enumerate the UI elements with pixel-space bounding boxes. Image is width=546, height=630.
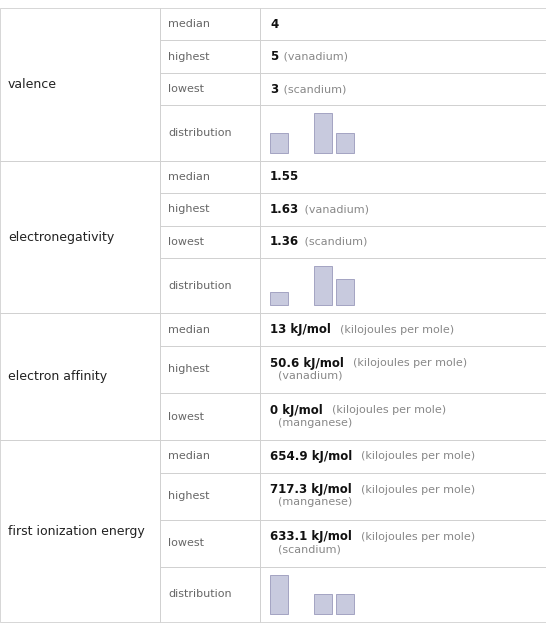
Bar (260, 73, 546, 105)
Bar (0, 8, 160, 161)
Text: (kilojoules per mole): (kilojoules per mole) (346, 358, 467, 368)
Bar (0, 440, 160, 622)
Bar (314, 266, 332, 306)
Bar (160, 393, 260, 440)
Text: 717.3 kJ/mol: 717.3 kJ/mol (270, 483, 352, 496)
Text: (scandium): (scandium) (280, 84, 347, 94)
Bar (260, 520, 546, 567)
Text: 0 kJ/mol: 0 kJ/mol (270, 404, 323, 416)
Text: distribution: distribution (168, 128, 232, 138)
Text: 1.36: 1.36 (270, 236, 299, 248)
Bar (160, 193, 260, 226)
Text: median: median (168, 324, 210, 335)
Bar (160, 520, 260, 567)
Text: (manganese): (manganese) (278, 498, 352, 508)
Bar (260, 226, 546, 258)
Bar (260, 346, 546, 393)
Bar (160, 40, 260, 73)
Text: 4: 4 (270, 18, 278, 31)
Text: (kilojoules per mole): (kilojoules per mole) (354, 484, 475, 495)
Bar (314, 113, 332, 152)
Bar (314, 594, 332, 614)
Bar (270, 133, 288, 152)
Bar (160, 567, 260, 622)
Text: (vanadium): (vanadium) (301, 204, 369, 214)
Text: highest: highest (168, 52, 210, 62)
Bar (260, 567, 546, 622)
Text: (manganese): (manganese) (278, 418, 352, 428)
Text: (scandium): (scandium) (301, 237, 367, 247)
Text: distribution: distribution (168, 281, 232, 291)
Text: 50.6 kJ/mol: 50.6 kJ/mol (270, 357, 344, 370)
Bar (336, 279, 354, 306)
Text: median: median (168, 20, 210, 29)
Bar (160, 161, 260, 193)
Bar (260, 8, 546, 40)
Bar (160, 346, 260, 393)
Bar (260, 161, 546, 193)
Bar (160, 8, 260, 40)
Text: (vanadium): (vanadium) (278, 371, 342, 381)
Text: median: median (168, 172, 210, 182)
Text: 1.63: 1.63 (270, 203, 299, 216)
Text: (kilojoules per mole): (kilojoules per mole) (354, 532, 475, 542)
Text: (kilojoules per mole): (kilojoules per mole) (354, 451, 476, 461)
Text: highest: highest (168, 491, 210, 501)
Text: lowest: lowest (168, 237, 204, 247)
Text: median: median (168, 451, 210, 461)
Text: distribution: distribution (168, 590, 232, 599)
Text: 654.9 kJ/mol: 654.9 kJ/mol (270, 450, 352, 463)
Text: (kilojoules per mole): (kilojoules per mole) (333, 324, 454, 335)
Bar (260, 440, 546, 472)
Bar (260, 393, 546, 440)
Text: highest: highest (168, 364, 210, 374)
Bar (160, 313, 260, 346)
Text: lowest: lowest (168, 411, 204, 421)
Bar (260, 258, 546, 313)
Bar (270, 575, 288, 614)
Bar (270, 292, 288, 306)
Bar (0, 161, 160, 313)
Text: electron affinity: electron affinity (8, 370, 107, 383)
Bar (160, 258, 260, 313)
Text: 3: 3 (270, 83, 278, 96)
Text: first ionization energy: first ionization energy (8, 525, 145, 537)
Text: (vanadium): (vanadium) (280, 52, 348, 62)
Text: lowest: lowest (168, 538, 204, 548)
Bar (336, 133, 354, 152)
Text: valence: valence (8, 78, 57, 91)
Text: highest: highest (168, 204, 210, 214)
Text: (kilojoules per mole): (kilojoules per mole) (325, 405, 446, 415)
Bar (160, 226, 260, 258)
Text: 1.55: 1.55 (270, 171, 299, 183)
Bar (260, 40, 546, 73)
Text: (scandium): (scandium) (278, 544, 341, 554)
Bar (160, 73, 260, 105)
Bar (260, 105, 546, 161)
Bar (260, 193, 546, 226)
Bar (160, 440, 260, 472)
Bar (260, 472, 546, 520)
Bar (260, 313, 546, 346)
Text: lowest: lowest (168, 84, 204, 94)
Text: 633.1 kJ/mol: 633.1 kJ/mol (270, 530, 352, 543)
Bar (0, 313, 160, 440)
Text: electronegativity: electronegativity (8, 231, 114, 244)
Bar (160, 472, 260, 520)
Bar (336, 594, 354, 614)
Bar (160, 105, 260, 161)
Text: 13 kJ/mol: 13 kJ/mol (270, 323, 331, 336)
Text: 5: 5 (270, 50, 278, 63)
